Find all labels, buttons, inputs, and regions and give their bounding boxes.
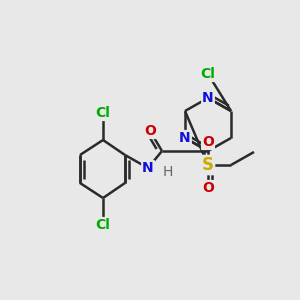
Text: H: H xyxy=(163,165,173,179)
Text: Cl: Cl xyxy=(96,218,110,232)
Text: Cl: Cl xyxy=(201,67,215,81)
Text: N: N xyxy=(142,161,154,175)
Text: N: N xyxy=(179,131,191,145)
Text: O: O xyxy=(202,135,214,149)
Text: S: S xyxy=(202,156,214,174)
Text: Cl: Cl xyxy=(96,106,110,120)
Text: O: O xyxy=(144,124,156,138)
Text: N: N xyxy=(202,91,214,105)
Text: O: O xyxy=(202,181,214,195)
